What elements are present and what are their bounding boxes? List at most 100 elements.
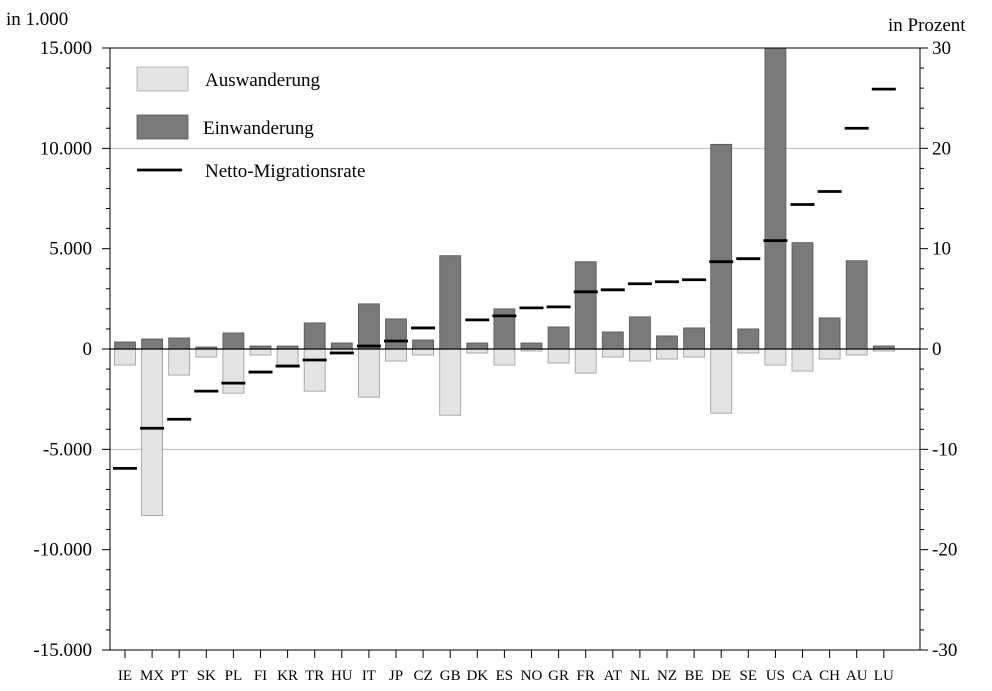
category-label: CH (819, 668, 840, 684)
right-tick-label: 30 (932, 38, 951, 59)
right-tick-label: -30 (932, 640, 957, 661)
legend-label-auswanderung: Auswanderung (205, 70, 321, 91)
bar-auswanderung (765, 349, 786, 365)
bar-auswanderung (115, 349, 136, 365)
bar-auswanderung (358, 349, 379, 397)
legend-label-einwanderung: Einwanderung (203, 118, 314, 139)
bar-einwanderung (331, 343, 352, 349)
category-label: KR (277, 668, 298, 684)
category-label: AU (846, 668, 868, 684)
bar-auswanderung (223, 349, 244, 393)
left-tick-label: 5.000 (49, 239, 92, 260)
bar-auswanderung (846, 349, 867, 355)
bar-auswanderung (575, 349, 596, 373)
category-label: NO (521, 668, 543, 684)
left-tick-label: 15.000 (40, 38, 92, 59)
bar-einwanderung (792, 243, 813, 349)
category-label: MX (140, 668, 164, 684)
bar-einwanderung (711, 144, 732, 349)
bar-einwanderung (142, 339, 163, 349)
bar-auswanderung (277, 349, 298, 367)
bar-auswanderung (657, 349, 678, 359)
category-label: SK (197, 668, 216, 684)
bar-einwanderung (846, 261, 867, 349)
category-label: LU (874, 668, 894, 684)
right-tick-label: -10 (932, 439, 957, 460)
bar-auswanderung (196, 349, 217, 357)
left-tick-label: 0 (83, 339, 93, 360)
bar-auswanderung (142, 349, 163, 516)
bar-einwanderung (467, 343, 488, 349)
category-label: GB (440, 668, 461, 684)
bar-auswanderung (494, 349, 515, 365)
bar-einwanderung (629, 317, 650, 349)
right-tick-label: 0 (932, 339, 942, 360)
bar-auswanderung (629, 349, 650, 361)
bar-einwanderung (223, 333, 244, 349)
bar-einwanderung (602, 332, 623, 349)
category-label: AT (604, 668, 622, 684)
bar-einwanderung (684, 328, 705, 349)
bar-einwanderung (738, 329, 759, 349)
category-label: DE (711, 668, 731, 684)
right-tick-label: 10 (932, 239, 951, 260)
bar-einwanderung (765, 48, 786, 349)
left-tick-label: -5.000 (43, 439, 92, 460)
category-label: CA (792, 668, 813, 684)
bar-auswanderung (440, 349, 461, 415)
bar-auswanderung (792, 349, 813, 371)
bar-einwanderung (115, 342, 136, 349)
bar-einwanderung (657, 336, 678, 349)
category-label: FR (577, 668, 595, 684)
right-tick-label: 20 (932, 138, 951, 159)
right-tick-label: -20 (932, 540, 957, 561)
bar-auswanderung (819, 349, 840, 359)
left-tick-label: -10.000 (33, 540, 92, 561)
bar-auswanderung (711, 349, 732, 413)
bar-einwanderung (413, 340, 434, 349)
bar-auswanderung (684, 349, 705, 357)
legend-swatch-einwanderung (137, 115, 188, 139)
bar-auswanderung (467, 349, 488, 353)
bar-auswanderung (413, 349, 434, 355)
category-label: NL (630, 668, 650, 684)
category-label: FI (254, 668, 267, 684)
category-label: GR (548, 668, 569, 684)
category-label: PT (170, 668, 188, 684)
category-label: IT (362, 668, 376, 684)
left-tick-label: 10.000 (40, 138, 92, 159)
left-tick-label: -15.000 (33, 640, 92, 661)
category-label: BE (685, 668, 704, 684)
legend-label-netto: Netto-Migrationsrate (205, 161, 365, 182)
bar-einwanderung (169, 338, 190, 349)
bar-einwanderung (386, 319, 407, 349)
bar-einwanderung (548, 327, 569, 349)
category-label: CZ (414, 668, 433, 684)
category-label: NZ (657, 668, 677, 684)
legend: Auswanderung Einwanderung Netto-Migrations… (137, 67, 365, 182)
category-label: PL (225, 668, 243, 684)
category-label: ES (496, 668, 514, 684)
category-label: SE (740, 668, 758, 684)
category-label: TR (305, 668, 324, 684)
bar-auswanderung (738, 349, 759, 353)
bar-auswanderung (304, 349, 325, 391)
bar-einwanderung (521, 343, 542, 349)
category-label: HU (331, 668, 353, 684)
category-label: JP (389, 668, 403, 684)
bar-einwanderung (819, 318, 840, 349)
bar-einwanderung (440, 256, 461, 349)
bar-auswanderung (169, 349, 190, 375)
legend-swatch-auswanderung (137, 67, 188, 91)
bar-auswanderung (548, 349, 569, 363)
category-label: IE (118, 668, 132, 684)
bar-auswanderung (250, 349, 271, 355)
bar-einwanderung (304, 323, 325, 349)
bar-einwanderung (358, 304, 379, 349)
category-label: US (766, 668, 785, 684)
bar-auswanderung (602, 349, 623, 357)
category-label: DK (466, 668, 488, 684)
bar-auswanderung (386, 349, 407, 361)
bar-einwanderung (575, 262, 596, 349)
